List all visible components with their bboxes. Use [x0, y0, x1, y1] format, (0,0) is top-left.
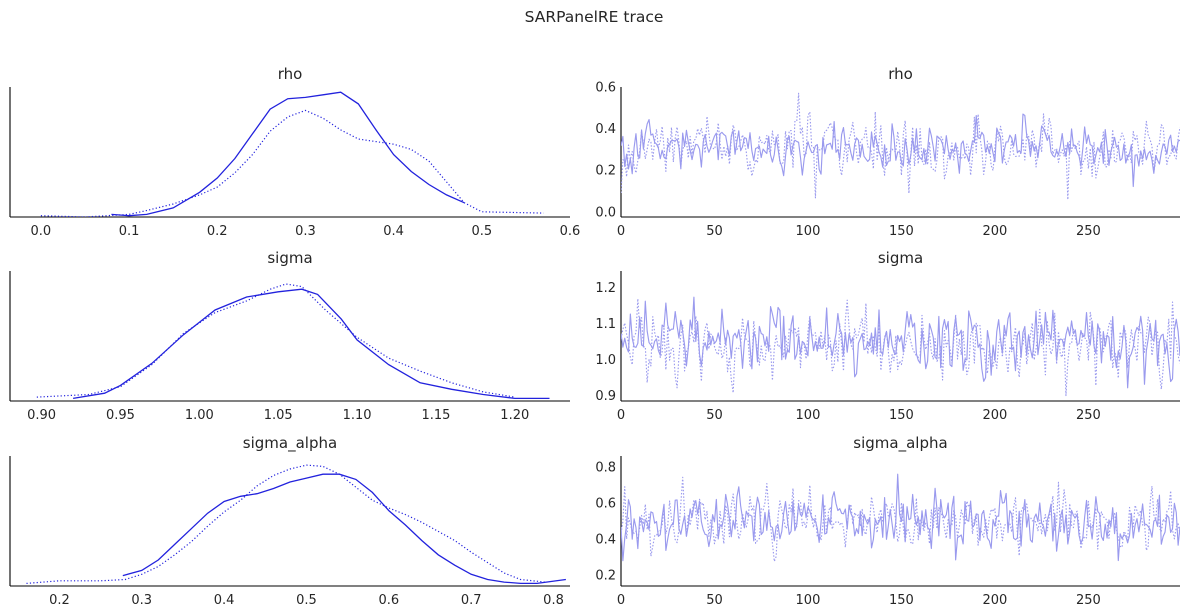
x-tick-label: 200	[982, 593, 1007, 608]
subplot-title: sigma	[267, 249, 312, 267]
y-tick-label: 1.0	[595, 353, 616, 368]
plot-area	[26, 464, 566, 585]
x-tick-label: 100	[796, 408, 821, 423]
plot-area	[621, 296, 1180, 397]
x-tick-label: 1.15	[421, 408, 450, 423]
figure-title: SARPanelRE trace	[525, 8, 664, 26]
x-tick-label: 0.95	[106, 408, 135, 423]
plot-area	[621, 92, 1180, 201]
x-tick-label: 0	[617, 408, 625, 423]
x-tick-label: 0.8	[543, 593, 564, 608]
kde-line-dotted	[40, 109, 544, 217]
y-tick-label: 0.9	[595, 389, 616, 404]
kde-line-dotted	[36, 283, 515, 398]
x-tick-label: 150	[889, 408, 914, 423]
subplot-density-sigma: sigma 0.90 0.95 1.00 1.05 1.10 1.15 1.20	[9, 249, 570, 423]
trace-line-solid	[621, 113, 1180, 188]
x-tick-label: 0.3	[295, 224, 316, 239]
x-tick-label: 0.7	[461, 593, 482, 608]
x-tick-label: 150	[889, 224, 914, 239]
subplot-title: sigma_alpha	[853, 434, 947, 453]
x-tick-label: 250	[1076, 408, 1101, 423]
trace-line-solid	[621, 296, 1180, 389]
kde-line-solid	[72, 288, 550, 400]
x-tick-label: 0.3	[131, 593, 152, 608]
x-tick-label: 250	[1076, 224, 1101, 239]
plot-area	[36, 283, 550, 400]
y-tick-label: 0.4	[595, 122, 616, 137]
y-tick-label: 0.6	[595, 81, 616, 96]
subplot-density-sigma_alpha: sigma_alpha 0.2 0.3 0.4 0.5 0.6 0.7 0.8	[9, 434, 570, 608]
x-tick-label: 50	[706, 408, 723, 423]
x-tick-label: 0.4	[383, 224, 404, 239]
x-tick-label: 0.0	[31, 224, 52, 239]
x-tick-label: 0.2	[207, 224, 228, 239]
y-tick-label: 0.8	[595, 460, 616, 475]
y-tick-label: 0.4	[595, 533, 616, 548]
x-tick-label: 200	[982, 224, 1007, 239]
subplot-title: sigma	[878, 249, 923, 267]
x-tick-label: 1.20	[500, 408, 529, 423]
subplot-trace-sigma_alpha: sigma_alpha 0 50 100 150 200 250 0.2 0.4 0.6 0.8	[595, 434, 1180, 608]
subplot-title: rho	[888, 65, 913, 83]
x-tick-label: 0.5	[296, 593, 317, 608]
x-tick-label: 150	[889, 593, 914, 608]
y-tick-label: 0.0	[595, 205, 616, 220]
x-tick-label: 100	[796, 224, 821, 239]
subplot-trace-rho: rho 0 50 100 150 200 250 0.0 0.2 0.4 0.6	[595, 65, 1180, 239]
plot-area	[621, 473, 1180, 562]
kde-line-solid	[122, 473, 566, 585]
x-tick-label: 50	[706, 593, 723, 608]
x-tick-label: 1.00	[185, 408, 214, 423]
x-tick-label: 0	[617, 593, 625, 608]
x-tick-label: 1.05	[264, 408, 293, 423]
x-tick-label: 0	[617, 224, 625, 239]
x-tick-label: 0.1	[119, 224, 140, 239]
trace-line-dotted	[621, 92, 1180, 201]
x-tick-label: 50	[706, 224, 723, 239]
kde-line-dotted	[26, 464, 546, 584]
subplot-title: rho	[278, 65, 303, 83]
y-tick-label: 0.2	[595, 569, 616, 584]
x-tick-label: 0.90	[27, 408, 56, 423]
x-tick-label: 0.2	[49, 593, 70, 608]
x-tick-label: 250	[1076, 593, 1101, 608]
x-tick-label: 1.10	[343, 408, 372, 423]
y-tick-label: 1.1	[595, 317, 616, 332]
subplot-trace-sigma: sigma 0 50 100 150 200 250 0.9 1.0 1.1 1.2	[595, 249, 1180, 423]
x-tick-label: 0.6	[560, 224, 581, 239]
y-tick-label: 0.6	[595, 496, 616, 511]
plot-area	[40, 91, 544, 217]
x-tick-label: 200	[982, 408, 1007, 423]
subplot-grid: rho 0.0 0.1 0.2 0.3 0.4 0.5 0.6 rho 0 50 100 150 200 2…	[9, 65, 1180, 608]
y-tick-label: 0.2	[595, 164, 616, 179]
subplot-density-rho: rho 0.0 0.1 0.2 0.3 0.4 0.5 0.6	[9, 65, 581, 239]
kde-line-solid	[111, 91, 465, 217]
subplot-title: sigma_alpha	[243, 434, 337, 453]
x-tick-label: 100	[796, 593, 821, 608]
x-tick-label: 0.4	[214, 593, 235, 608]
y-tick-label: 1.2	[595, 281, 616, 296]
trace-line-dotted	[621, 476, 1180, 562]
x-tick-label: 0.6	[378, 593, 399, 608]
x-tick-label: 0.5	[471, 224, 492, 239]
